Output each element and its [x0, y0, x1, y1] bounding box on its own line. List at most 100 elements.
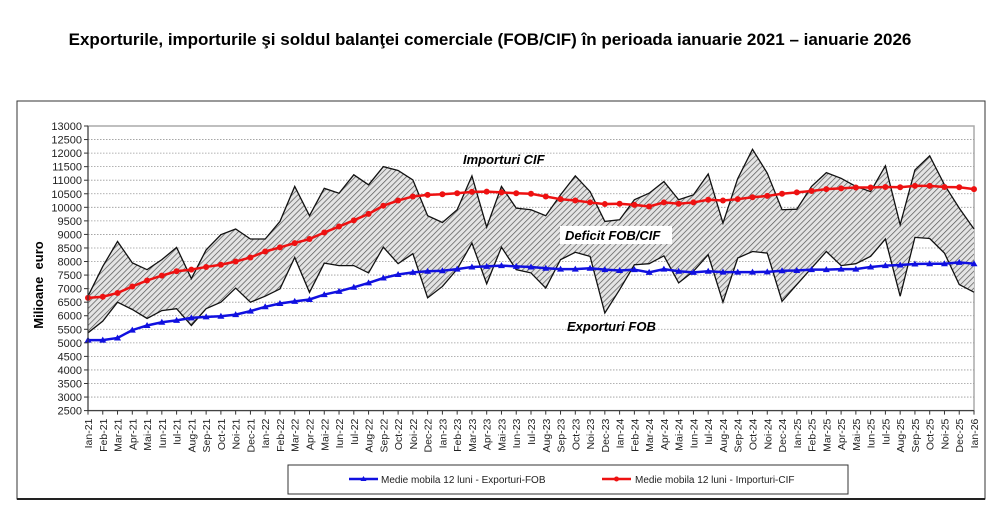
x-tick-label: Iun-25 [866, 418, 878, 448]
x-tick-label: Oct-22 [393, 418, 405, 450]
deficit-label: Deficit FOB/CIF [565, 228, 661, 243]
x-tick-label: Iul-24 [703, 418, 715, 444]
y-tick-label: 7500 [58, 270, 82, 282]
exports-moving-average-point [143, 321, 151, 328]
x-tick-label: Dec-21 [245, 418, 257, 452]
exports-moving-average-point [822, 266, 830, 273]
exports-moving-average-point [660, 265, 668, 272]
imports-moving-average-point [690, 199, 697, 206]
imports-moving-average-point [99, 293, 106, 300]
exports-moving-average-point [173, 316, 181, 323]
y-tick-label: 9500 [58, 216, 82, 228]
exports-moving-average-point [468, 263, 476, 270]
exports-moving-average-point [542, 264, 550, 271]
x-tick-label: Feb-24 [629, 418, 641, 451]
y-tick-label: 13000 [51, 121, 82, 133]
exports-moving-average-point [527, 263, 535, 270]
x-tick-label: Aug-22 [364, 418, 376, 452]
imports-moving-average-point [572, 197, 579, 204]
imports-moving-average-point [291, 240, 298, 247]
exports-moving-average-point [350, 283, 358, 290]
x-tick-label: Feb-21 [98, 418, 110, 451]
x-tick-label: Feb-25 [807, 418, 819, 451]
y-tick-label: 4500 [58, 351, 82, 363]
y-tick-label: 5000 [58, 338, 82, 350]
imports-moving-average-point [276, 244, 283, 251]
x-tick-label: Ian-23 [437, 418, 449, 448]
imports-moving-average-point [188, 266, 195, 273]
imports-moving-average-point [911, 182, 918, 189]
imports-moving-average-point [838, 185, 845, 192]
exports-moving-average-point [586, 264, 594, 271]
exports-moving-average-point [512, 262, 520, 269]
x-tick-label: Noi-24 [762, 418, 774, 449]
exports-moving-average-point [202, 313, 210, 320]
x-tick-label: Ian-25 [792, 418, 804, 448]
exports-moving-average-point [778, 267, 786, 274]
imports-moving-average-point [306, 236, 313, 243]
x-tick-label: Feb-22 [275, 418, 287, 451]
exports-moving-average-point [320, 291, 328, 298]
imports-moving-average-point [321, 229, 328, 236]
exports-moving-average-point [497, 262, 505, 269]
exports-moving-average-point [926, 260, 934, 267]
imports-moving-average-point [971, 186, 977, 193]
imports-moving-average-point [365, 210, 372, 217]
x-tick-label: Iun-24 [688, 418, 700, 448]
x-tick-label: Sep-23 [556, 418, 568, 452]
exports-moving-average-point [970, 260, 978, 267]
exports-moving-average-point [837, 265, 845, 272]
imports-moving-average-point [749, 194, 756, 201]
exports-moving-average-point [734, 268, 742, 275]
imports-moving-average-point [203, 263, 210, 270]
x-tick-label: Mai-25 [851, 418, 863, 450]
imports-moving-average-point [232, 258, 239, 265]
exports-moving-average-point [424, 267, 432, 274]
legend-exports-marker [360, 476, 367, 481]
exports-moving-average-point [601, 266, 609, 273]
imports-moving-average-point [350, 217, 357, 224]
imports-moving-average-point [587, 199, 594, 206]
x-tick-label: Noi-23 [585, 418, 597, 449]
x-tick-label: Iun-22 [334, 418, 346, 448]
imports-moving-average-point [528, 190, 534, 197]
x-tick-label: Mai-24 [674, 418, 686, 450]
imports-moving-average-point [941, 183, 948, 190]
x-tick-label: Mar-23 [467, 418, 479, 451]
x-tick-label: Ian-21 [83, 418, 95, 448]
exports-moving-average-point [99, 336, 107, 343]
x-tick-label: Sep-24 [733, 418, 745, 452]
imports-moving-average-point [336, 223, 343, 230]
exports-moving-average-point [276, 300, 284, 307]
imports-moving-average-point [158, 272, 165, 279]
imports-moving-average-point [114, 289, 121, 296]
imports-moving-average-point [395, 197, 402, 204]
imports-moving-average-point [779, 190, 786, 197]
x-tick-label: Iul-23 [526, 418, 538, 444]
imports-moving-average-point [557, 196, 564, 203]
imports-moving-average-point [262, 248, 269, 255]
y-tick-label: 4000 [58, 365, 82, 377]
legend-imports-marker [614, 476, 619, 482]
y-tick-label: 5500 [58, 324, 82, 336]
x-tick-label: Apr-25 [836, 418, 848, 450]
exports-moving-average-point [335, 287, 343, 294]
exports-moving-average-point [911, 260, 919, 267]
imports-moving-average-point [129, 283, 136, 290]
exports-moving-average-point [630, 266, 638, 273]
x-tick-label: Mar-25 [821, 418, 833, 451]
exports-moving-average-point [483, 262, 491, 269]
imports-moving-average-point [705, 196, 712, 203]
exports-moving-average-point [896, 261, 904, 268]
imports-moving-average-point [897, 184, 904, 191]
x-tick-label: Aug-24 [718, 418, 730, 452]
x-tick-label: Iun-21 [157, 418, 169, 448]
x-tick-label: Dec-25 [954, 418, 966, 452]
imports-moving-average-point [601, 201, 608, 208]
legend-exports-label: Medie mobila 12 luni - Exporturi-FOB [381, 475, 546, 486]
x-tick-label: Aug-23 [541, 418, 553, 452]
x-tick-label: Dec-22 [423, 418, 435, 452]
imports-moving-average-point [956, 184, 963, 191]
x-tick-label: Mar-21 [113, 418, 125, 451]
exports-moving-average-point [409, 268, 417, 275]
